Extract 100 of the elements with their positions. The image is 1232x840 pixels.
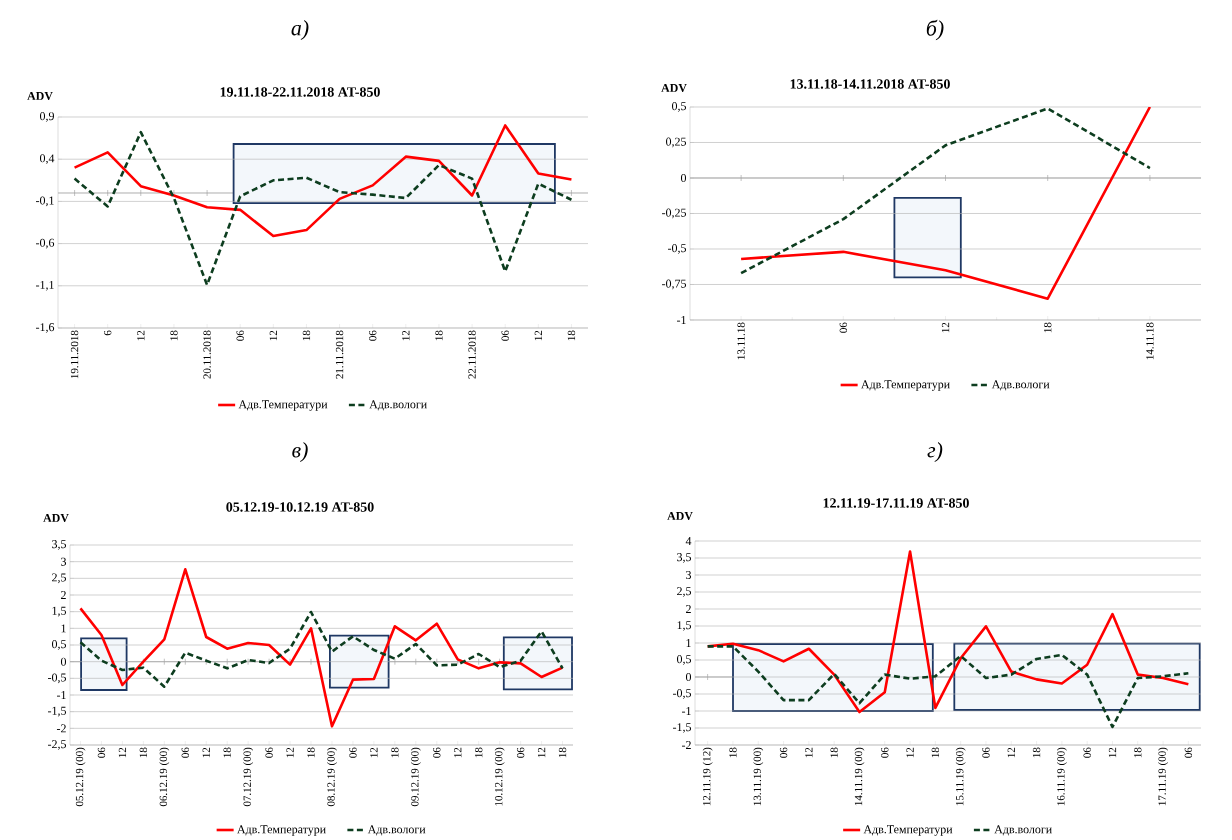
y-tick-label: -0,6	[35, 238, 55, 249]
x-tick-label: 12.11.19 (12)	[702, 747, 713, 806]
x-tick-label: 06	[516, 747, 525, 758]
x-tick-label: 06	[1083, 747, 1091, 758]
x-tick-label: 20.11.2018	[203, 330, 211, 379]
y-tick-label: -1,6	[35, 323, 55, 333]
x-tick-label: 13.11.18	[737, 322, 745, 360]
x-tick-label: 08.12.19 (00)	[327, 747, 337, 807]
x-tick-label: 06	[349, 747, 357, 758]
y-tick-label: 0	[60, 657, 67, 666]
x-tick-label: 18	[830, 747, 838, 758]
x-tick-label: 06	[369, 330, 377, 341]
y-tick-label: 4	[685, 537, 692, 545]
x-tick-label: 07.12.19 (00)	[243, 747, 254, 807]
y-tick-label: 1	[686, 639, 691, 647]
x-tick-label: 12	[805, 747, 813, 758]
x-tick-label: 12	[454, 747, 462, 758]
y-tick-label: 1,5	[52, 606, 67, 617]
legend-label: Адв.вологи	[369, 400, 427, 411]
x-tick-label: 06	[433, 747, 441, 758]
text: в)	[292, 442, 308, 462]
y-axis-title: ADV	[667, 511, 693, 521]
y-tick-label: -1,5	[47, 706, 67, 717]
chart-title: 12.11.19-17.11.19 AT-850	[823, 498, 969, 508]
x-tick-label: 14.11.18	[1146, 322, 1154, 360]
x-tick-label: 13.11.19 (00)	[753, 747, 764, 806]
x-tick-label: 06	[181, 747, 189, 758]
legend-label: Адв.вологи	[991, 380, 1050, 391]
x-tick-label: 22.11.2018	[468, 330, 476, 379]
y-tick-label: -0,5	[668, 244, 687, 254]
x-tick-label: 18	[1032, 747, 1041, 758]
x-tick-label: 12	[137, 330, 145, 341]
x-tick-label: 12	[269, 330, 277, 341]
y-tick-label: -0,25	[662, 208, 687, 219]
x-tick-label: 16.11.19 (00)	[1056, 747, 1067, 806]
y-tick-label: 0,25	[666, 137, 687, 148]
x-tick-label: 18	[139, 747, 148, 758]
legend-label: Адв.Температури	[237, 825, 326, 836]
y-tick-label: 0,9	[39, 112, 54, 122]
x-tick-label: 06	[1184, 747, 1193, 758]
x-tick-label: 6	[104, 330, 112, 336]
y-tick-label: 0	[685, 672, 692, 682]
y-tick-label: 2,5	[677, 587, 692, 597]
x-tick-label: 12	[202, 747, 210, 758]
legend-label: Адв.вологи	[994, 825, 1052, 836]
y-tick-label: 1,5	[677, 621, 692, 631]
y-tick-label: 3,5	[52, 540, 67, 550]
legend-label: Адв.Температури	[238, 400, 328, 411]
y-tick-label: 0	[680, 173, 687, 183]
text: а)	[291, 20, 309, 40]
x-tick-label: 18	[307, 747, 315, 758]
y-tick-label: -0,5	[673, 689, 692, 699]
x-tick-label: 12	[118, 747, 127, 758]
x-tick-label: 06	[501, 330, 509, 341]
x-tick-label: 14.11.19 (00)	[854, 747, 865, 806]
x-tick-label: 17.11.19 (00)	[1158, 747, 1169, 806]
x-tick-label: 12	[534, 330, 542, 341]
x-tick-label: 12	[537, 747, 546, 758]
y-tick-label: 3,5	[677, 553, 692, 563]
legend-label: Адв.Температури	[863, 825, 953, 836]
line-series	[73, 124, 573, 238]
x-tick-label: 18	[1044, 322, 1052, 333]
y-tick-label: -2	[56, 724, 66, 733]
x-tick-label: 06.12.19 (00)	[159, 747, 170, 807]
y-tick-label: 0,4	[39, 154, 55, 165]
y-tick-label: -1	[676, 316, 686, 324]
y-tick-label: -0,1	[35, 196, 54, 207]
x-tick-label: 06	[236, 330, 244, 341]
x-tick-label: 06	[97, 747, 106, 758]
x-tick-label: 09.12.19 (00)	[410, 747, 421, 807]
y-tick-label: 3	[686, 570, 692, 580]
y-axis-title: ADV	[661, 83, 687, 93]
chart-title: 05.12.19-10.12.19 AT-850	[226, 502, 374, 512]
y-tick-label: 2	[61, 591, 66, 599]
x-tick-label: 15.11.19 (00)	[955, 747, 966, 806]
x-tick-label: 10.12.19 (00)	[494, 747, 505, 806]
x-tick-label: 18	[391, 747, 399, 758]
x-tick-label: 06	[982, 747, 990, 758]
chart-title: 19.11.18-22.11.2018 AT-850	[220, 87, 380, 97]
x-tick-label: 19.11.2018	[70, 330, 79, 379]
x-tick-label: 06	[839, 322, 848, 333]
y-tick-label: -0,5	[47, 673, 67, 684]
y-tick-label: -2	[681, 741, 691, 749]
y-axis-title: ADV	[43, 513, 69, 523]
x-tick-label: 12	[906, 747, 914, 758]
x-tick-label: 18	[567, 330, 576, 341]
x-tick-label: 12	[1108, 747, 1117, 758]
x-tick-label: 06	[779, 747, 788, 758]
x-tick-label: 18	[435, 330, 443, 341]
y-tick-label: -0,75	[662, 279, 687, 290]
y-axis-title: ADV	[27, 91, 53, 101]
x-tick-label: 12	[370, 747, 378, 758]
y-tick-label: 2	[686, 605, 691, 613]
x-tick-label: 12	[1007, 747, 1015, 758]
x-tick-label: 18	[170, 330, 178, 341]
line-series	[73, 130, 573, 287]
line-series	[79, 568, 564, 728]
y-tick-label: 0,5	[672, 102, 687, 112]
y-tick-label: -2,5	[47, 740, 67, 750]
x-tick-label: 12	[402, 330, 410, 341]
